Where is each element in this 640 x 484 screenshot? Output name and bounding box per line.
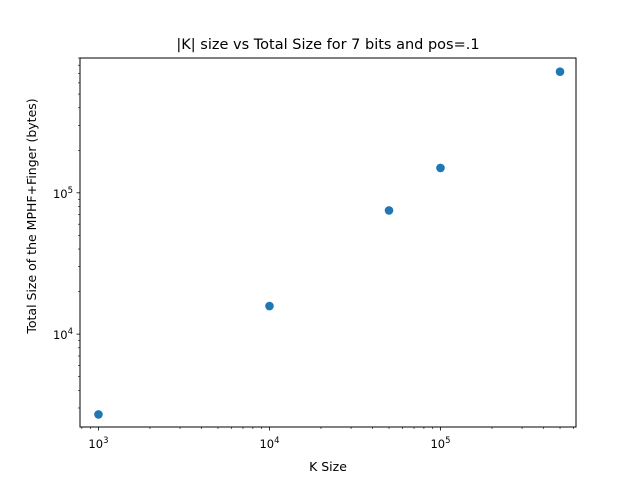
- data-point: [384, 206, 394, 215]
- x-tick-label: 105: [430, 436, 450, 451]
- data-point: [436, 163, 445, 173]
- points-layer: [94, 67, 565, 419]
- y-tick-label: 105: [53, 186, 73, 201]
- ticks-layer: 103 104 105 104 105: [53, 57, 574, 451]
- x-axis-label: K Size: [309, 459, 347, 474]
- data-point: [94, 410, 103, 419]
- y-axis-label: Total Size of the MPHF+Finger (bytes): [24, 98, 39, 334]
- axes-frame: [79, 57, 577, 428]
- x-tick-label: 103: [88, 436, 108, 451]
- data-point: [265, 301, 274, 311]
- chart-title: |K| size vs Total Size for 7 bits and po…: [176, 37, 479, 53]
- data-point: [555, 67, 565, 76]
- y-tick-label: 104: [53, 327, 73, 342]
- x-tick-label: 104: [259, 436, 279, 451]
